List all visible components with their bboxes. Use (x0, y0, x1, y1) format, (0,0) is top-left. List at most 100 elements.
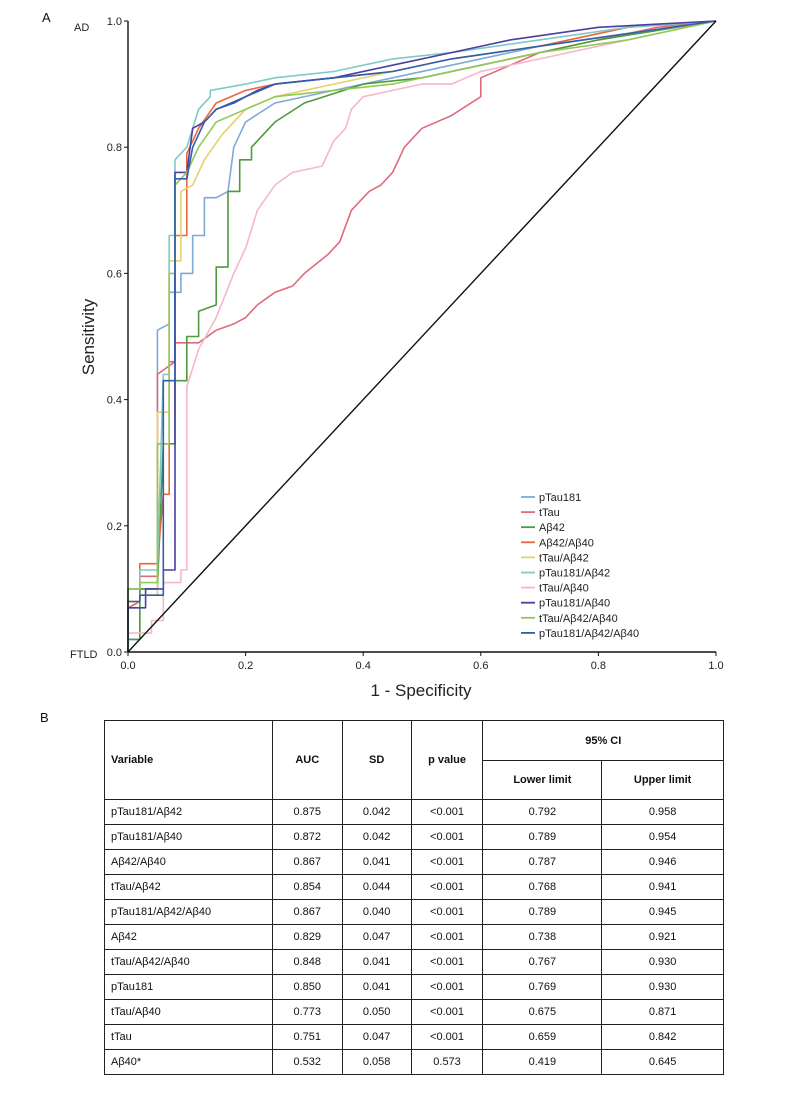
legend-label-ab42: Aβ42 (539, 522, 565, 534)
legend-label-ptau181-ab42: pTau181/Aβ42 (539, 568, 610, 580)
cell-auc: 0.850 (271, 974, 343, 1000)
cell-p: 0.573 (410, 1049, 484, 1075)
cell-upper: 0.945 (601, 899, 724, 925)
y-tick-label: 1.0 (107, 16, 122, 28)
cell-lower: 0.675 (482, 999, 603, 1025)
cell-lower: 0.792 (482, 799, 603, 825)
y-tick-label: 0.4 (107, 395, 122, 407)
cell-variable: pTau181/Aβ40 (104, 824, 273, 850)
legend-label-ttau-ab42-ab40: tTau/Aβ42/Aβ40 (539, 613, 618, 625)
roc-chart: 0.0 0.2 0.4 0.6 0.8 1.0 0.0 0.2 0.4 0.6 0.8 1.0 AD… (70, 16, 724, 700)
header-95-ci: 95% CI (482, 720, 724, 761)
legend-label-ptau181-ab42-ab40: pTau181/Aβ42/Aβ40 (539, 628, 639, 640)
roc-curve-ttau-ab42-ab40 (127, 20, 717, 652)
header-upper-limit: Upper limit (601, 760, 724, 800)
cell-lower: 0.787 (482, 849, 603, 875)
header-variable: Variable (104, 720, 273, 800)
cell-upper: 0.921 (601, 924, 724, 950)
table-row: Aβ42 0.829 0.047 <0.001 0.738 0.921 (104, 924, 724, 950)
cell-auc: 0.867 (271, 899, 343, 925)
cell-variable: Aβ42 (104, 924, 273, 950)
cell-sd: 0.047 (341, 924, 412, 950)
cell-sd: 0.041 (341, 849, 412, 875)
y-tick-label: 0.8 (107, 142, 122, 154)
cell-upper: 0.930 (601, 949, 724, 975)
cell-lower: 0.789 (482, 899, 603, 925)
cell-p: <0.001 (410, 949, 484, 975)
legend-label-ptau181: pTau181 (539, 492, 581, 504)
cell-p: <0.001 (410, 799, 484, 825)
auc-table-wrapper: Variable AUC SD p value 95% CI Lower lim… (104, 720, 724, 1075)
panel-a-label: A (42, 10, 51, 25)
cell-sd: 0.058 (341, 1049, 412, 1075)
header-lower-limit: Lower limit (482, 760, 603, 800)
cell-sd: 0.044 (341, 874, 412, 900)
cell-variable: tTau/Aβ40 (104, 999, 273, 1025)
x-tick-label: 0.2 (238, 660, 253, 672)
cell-variable: pTau181 (104, 974, 273, 1000)
y-tick-label: 0.2 (107, 521, 122, 533)
roc-curve-ttau (127, 20, 717, 652)
table-row: pTau181/Aβ42/Aβ40 0.867 0.040 <0.001 0.789 0.… (104, 899, 724, 925)
cell-sd: 0.041 (341, 949, 412, 975)
y-tick-label: 0.0 (107, 647, 122, 659)
cell-lower: 0.768 (482, 874, 603, 900)
cell-variable: tTau/Aβ42/Aβ40 (104, 949, 273, 975)
cell-upper: 0.645 (601, 1049, 724, 1075)
cell-variable: pTau181/Aβ42 (104, 799, 273, 825)
cell-auc: 0.872 (271, 824, 343, 850)
cell-variable: Aβ40* (104, 1049, 273, 1075)
legend-label-ttau-ab40: tTau/Aβ40 (539, 583, 589, 595)
cell-sd: 0.040 (341, 899, 412, 925)
header-p-value: p value (410, 720, 484, 800)
table-row: pTau181/Aβ42 0.875 0.042 <0.001 0.792 0.958 (104, 799, 724, 825)
reference-diagonal-line (127, 20, 717, 653)
x-axis-label: 1 - Specificity (370, 681, 472, 700)
cell-p: <0.001 (410, 974, 484, 1000)
cell-auc: 0.829 (271, 924, 343, 950)
cell-auc: 0.532 (271, 1049, 343, 1075)
cell-upper: 0.842 (601, 1024, 724, 1050)
cell-auc: 0.875 (271, 799, 343, 825)
cell-auc: 0.751 (271, 1024, 343, 1050)
cell-auc: 0.854 (271, 874, 343, 900)
cell-upper: 0.930 (601, 974, 724, 1000)
cell-upper: 0.946 (601, 849, 724, 875)
table-row: tTau 0.751 0.047 <0.001 0.659 0.842 (104, 1024, 724, 1050)
cell-p: <0.001 (410, 874, 484, 900)
cell-upper: 0.954 (601, 824, 724, 850)
y-axis-label: Sensitivity (79, 298, 98, 375)
cell-sd: 0.042 (341, 799, 412, 825)
cell-sd: 0.041 (341, 974, 412, 1000)
cell-sd: 0.050 (341, 999, 412, 1025)
cell-sd: 0.042 (341, 824, 412, 850)
cell-upper: 0.958 (601, 799, 724, 825)
table-body: pTau181/Aβ42 0.875 0.042 <0.001 0.792 0.958 pT… (104, 799, 724, 1075)
roc-curve-ptau181-ab42-ab40 (127, 20, 717, 652)
cell-sd: 0.047 (341, 1024, 412, 1050)
cell-p: <0.001 (410, 999, 484, 1025)
table-row: pTau181 0.850 0.041 <0.001 0.769 0.930 (104, 974, 724, 1000)
legend-label-ttau: tTau (539, 507, 560, 519)
cell-p: <0.001 (410, 824, 484, 850)
cell-variable: tTau/Aβ42 (104, 874, 273, 900)
cell-lower: 0.767 (482, 949, 603, 975)
cell-lower: 0.659 (482, 1024, 603, 1050)
cell-p: <0.001 (410, 899, 484, 925)
table-row: Aβ42/Aβ40 0.867 0.041 <0.001 0.787 0.946 (104, 849, 724, 875)
cell-p: <0.001 (410, 849, 484, 875)
table-row: tTau/Aβ42/Aβ40 0.848 0.041 <0.001 0.767 0.930 (104, 949, 724, 975)
legend-label-ttau-ab42: tTau/Aβ42 (539, 552, 589, 564)
cell-variable: Aβ42/Aβ40 (104, 849, 273, 875)
header-sd: SD (341, 720, 412, 800)
cell-auc: 0.867 (271, 849, 343, 875)
y-bottom-label: FTLD (70, 649, 98, 661)
auc-statistics-table: Variable AUC SD p value 95% CI Lower lim… (104, 720, 724, 1075)
cell-p: <0.001 (410, 924, 484, 950)
cell-lower: 0.789 (482, 824, 603, 850)
y-top-label: AD (74, 22, 89, 34)
x-tick-label: 0.4 (356, 660, 371, 672)
y-axis-ticks: 0.0 0.2 0.4 0.6 0.8 1.0 (107, 16, 128, 659)
header-auc: AUC (271, 720, 343, 800)
cell-auc: 0.848 (271, 949, 343, 975)
